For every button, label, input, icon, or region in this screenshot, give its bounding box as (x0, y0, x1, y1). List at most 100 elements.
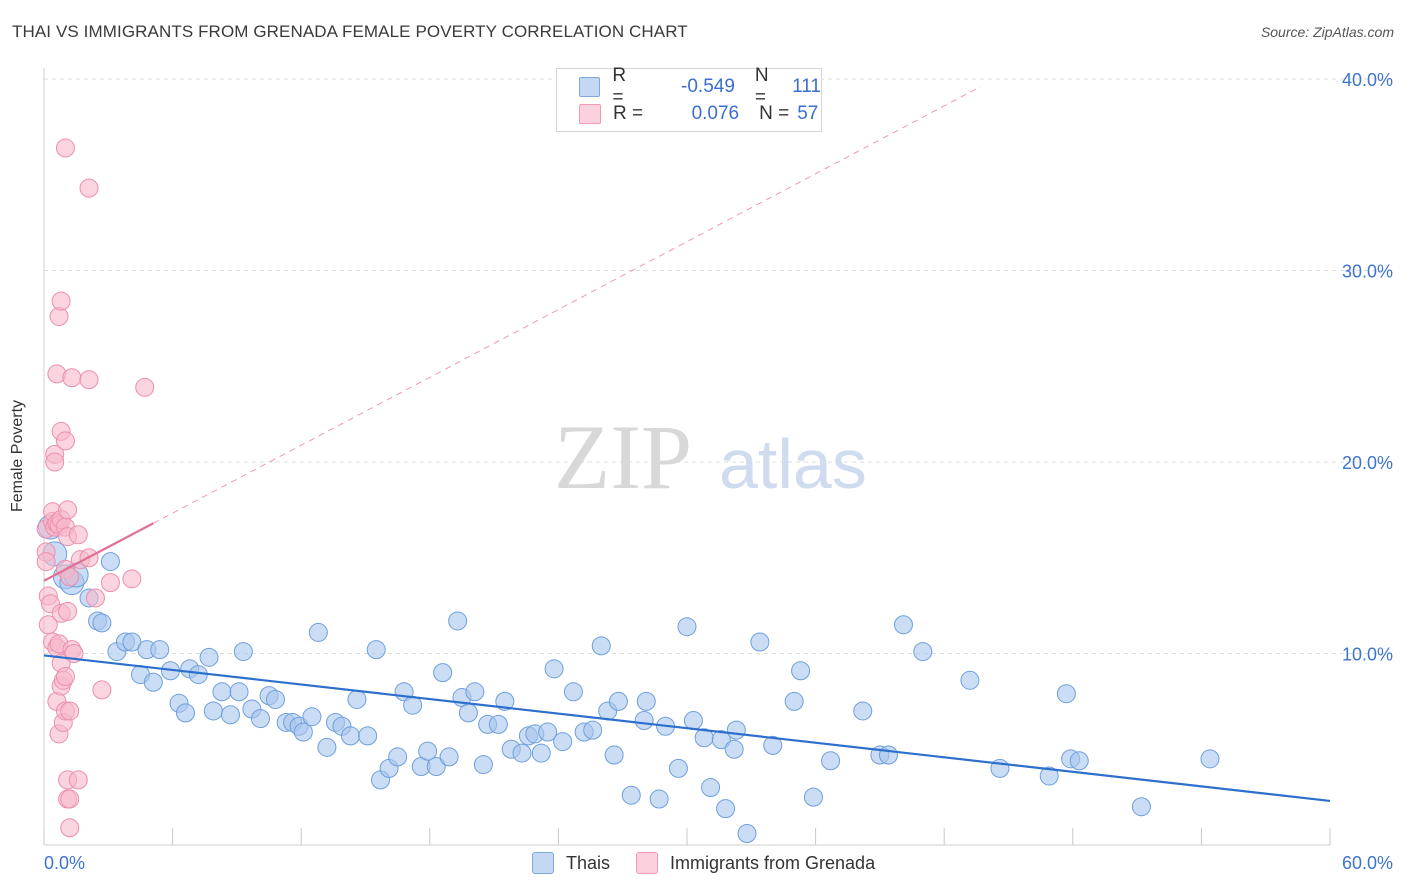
point-grenada (68, 770, 88, 790)
point-thais (347, 689, 367, 709)
point-thais (538, 722, 558, 742)
legend-label-thais: Thais (566, 852, 611, 873)
point-thais (583, 720, 603, 740)
series-legend: Thais Immigrants from Grenada (532, 852, 901, 874)
point-thais (366, 640, 386, 660)
legend-row-grenada: R = 0.076 N = 57 (579, 102, 818, 126)
point-thais (677, 617, 697, 637)
point-thais (531, 743, 551, 763)
point-thais (821, 751, 841, 771)
point-grenada (100, 573, 120, 593)
point-thais (791, 661, 811, 681)
point-thais (726, 720, 746, 740)
legend-r-value-grenada: 0.076 (691, 103, 740, 124)
point-grenada (68, 525, 88, 545)
point-thais (358, 726, 378, 746)
point-grenada (79, 370, 99, 390)
point-thais (488, 714, 508, 734)
point-grenada (85, 588, 105, 608)
point-thais (1200, 749, 1220, 769)
point-thais (960, 670, 980, 690)
point-thais (553, 732, 573, 752)
point-thais (784, 691, 804, 711)
point-thais (199, 647, 219, 667)
tick-labels: 10.0% 20.0% 30.0% 40.0% 0.0% 60.0% (44, 70, 1393, 873)
source-label: Source: ZipAtlas.com (1260, 24, 1394, 40)
y-tick-label: 30.0% (1342, 262, 1393, 282)
point-thais (604, 745, 624, 765)
series-thais (37, 514, 1220, 844)
point-thais (763, 735, 783, 755)
legend-r-label: R = (612, 65, 627, 108)
point-thais (544, 659, 564, 679)
legend-r-value-thais: -0.549 (681, 76, 735, 97)
legend-item-grenada[interactable]: Immigrants from Grenada (636, 852, 875, 874)
trendline-extension-grenada (153, 86, 981, 524)
y-axis-label: Female Poverty (9, 399, 26, 513)
point-thais (220, 705, 240, 725)
point-thais (701, 778, 721, 798)
legend-swatch-grenada (579, 104, 601, 124)
point-grenada (62, 368, 82, 388)
point-thais (100, 552, 120, 572)
point-thais (439, 747, 459, 767)
point-thais (308, 622, 328, 642)
legend-n-label: N = (754, 65, 769, 108)
y-tick-label: 10.0% (1342, 645, 1393, 665)
point-thais (563, 682, 583, 702)
point-thais (737, 824, 757, 844)
point-thais (724, 739, 744, 759)
point-thais (1069, 751, 1089, 771)
point-thais (175, 703, 195, 723)
point-thais (913, 642, 933, 662)
point-thais (878, 745, 898, 765)
point-thais (636, 691, 656, 711)
watermark-atlas: atlas (719, 425, 867, 503)
point-grenada (92, 680, 112, 700)
point-thais (711, 730, 731, 750)
point-thais (426, 756, 446, 776)
point-thais (683, 711, 703, 731)
chart-title: THAI VS IMMIGRANTS FROM GRENADA FEMALE P… (12, 22, 688, 41)
point-grenada (60, 789, 80, 809)
legend-n-label: N = (759, 103, 790, 124)
point-thais (668, 758, 688, 778)
point-grenada (51, 291, 71, 311)
legend-item-thais[interactable]: Thais (532, 852, 610, 874)
point-grenada (58, 500, 78, 520)
axes (43, 68, 1331, 846)
point-thais (92, 613, 112, 633)
point-thais (803, 787, 823, 807)
point-thais (233, 642, 253, 662)
point-thais (716, 799, 736, 819)
point-thais (853, 701, 873, 721)
y-tick-label: 20.0% (1342, 453, 1393, 473)
legend-swatch-thais (579, 77, 601, 97)
point-grenada (79, 178, 99, 198)
watermark-zip: ZIP (554, 406, 692, 508)
point-thais (1131, 797, 1151, 817)
watermark: ZIP atlas (554, 406, 867, 508)
correlation-legend: R = -0.549 N = 111 R = 0.076 N = 57 (556, 65, 822, 132)
point-thais (608, 691, 628, 711)
point-thais (229, 682, 249, 702)
point-thais (512, 743, 532, 763)
point-thais (1056, 684, 1076, 704)
point-thais (448, 611, 468, 631)
point-thais (340, 726, 360, 746)
point-grenada (60, 701, 80, 721)
y-tick-label: 40.0% (1342, 70, 1393, 90)
legend-row-thais: R = -0.549 N = 111 (579, 65, 821, 108)
series-grenada (36, 138, 155, 838)
legend-r-label: R = (613, 103, 644, 124)
point-thais (649, 789, 669, 809)
point-thais (302, 707, 322, 727)
point-thais (591, 636, 611, 656)
point-thais (495, 691, 515, 711)
point-grenada (55, 666, 75, 686)
point-thais (143, 672, 163, 692)
point-thais (212, 682, 232, 702)
point-grenada (55, 138, 75, 158)
point-thais (293, 722, 313, 742)
